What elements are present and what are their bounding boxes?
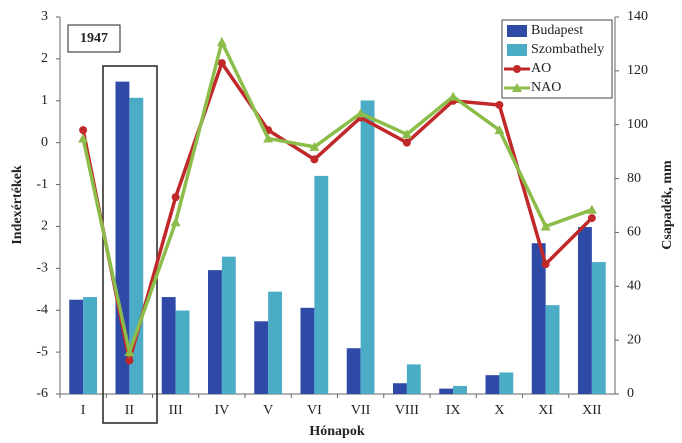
marker <box>309 141 320 151</box>
bar <box>83 297 97 394</box>
marker <box>540 221 551 231</box>
annotation-box <box>67 24 121 53</box>
x-tick-label: VI <box>307 403 322 418</box>
x-axis-title: Hónapok <box>309 424 364 438</box>
legend-label: AO <box>531 61 551 76</box>
bar <box>360 100 375 394</box>
x-tick-label: XI <box>538 403 553 418</box>
y2-tick-label: 20 <box>627 332 641 347</box>
y2-tick-label: 60 <box>627 225 641 240</box>
marker <box>586 204 597 214</box>
marker <box>587 214 596 223</box>
bar <box>439 388 454 394</box>
x-tick-label: I <box>81 403 86 418</box>
marker <box>217 59 226 68</box>
bar <box>453 385 467 394</box>
y-tick-label: 2 <box>41 219 48 234</box>
marker <box>401 129 412 139</box>
x-tick-label: IV <box>214 403 229 418</box>
bar <box>314 175 329 394</box>
bar <box>531 243 546 394</box>
x-tick-label: III <box>169 403 183 418</box>
x-tick-label: IX <box>446 403 461 418</box>
marker <box>78 133 89 143</box>
marker <box>513 65 521 73</box>
bar <box>300 307 315 394</box>
bar <box>545 305 560 394</box>
marker <box>79 126 88 135</box>
y-tick-label: 0 <box>41 135 48 150</box>
y-tick-label: -4 <box>36 302 48 317</box>
annotation: 1947 <box>80 31 108 46</box>
bar <box>221 256 236 394</box>
marker <box>170 217 181 227</box>
marker <box>124 347 135 357</box>
legend-label: Szombathely <box>531 42 604 57</box>
marker <box>495 100 504 109</box>
x-tick-label: VIII <box>395 403 419 418</box>
y2-axis-title: Csapadék, mm <box>660 160 675 250</box>
y2-tick-label: 0 <box>627 386 634 401</box>
bar <box>499 372 514 394</box>
y2-tick-label: 100 <box>627 117 648 132</box>
y2-tick-label: 80 <box>627 171 641 186</box>
bar <box>161 297 176 394</box>
bar <box>208 270 222 394</box>
marker <box>125 356 134 365</box>
marker <box>216 37 227 47</box>
y-tick-label: -3 <box>36 261 48 276</box>
x-tick-label: X <box>494 403 504 418</box>
marker <box>355 108 366 118</box>
marker <box>171 193 180 202</box>
marker <box>448 91 459 101</box>
y-tick-label: 2 <box>41 51 48 66</box>
bar <box>346 348 361 394</box>
x-tick-label: V <box>263 403 273 418</box>
y-tick-label: -5 <box>36 344 48 359</box>
bar <box>69 299 84 394</box>
legend-swatch <box>507 25 527 37</box>
y-tick-label: 3 <box>41 9 48 24</box>
x-tick-label: VII <box>351 403 371 418</box>
bar <box>268 291 282 394</box>
y2-tick-label: 140 <box>627 9 648 24</box>
highlight-box <box>102 65 158 424</box>
y2-tick-label: 120 <box>627 63 648 78</box>
bar <box>393 383 407 394</box>
legend-swatch <box>507 44 527 56</box>
y2-tick-label: 40 <box>627 279 641 294</box>
bar <box>254 321 269 394</box>
marker <box>512 83 522 92</box>
bar <box>485 375 500 394</box>
marker <box>402 138 411 147</box>
y-tick-label: -6 <box>36 386 48 401</box>
x-tick-label: II <box>125 403 135 418</box>
y-axis-title: Indexértékek <box>10 165 25 245</box>
bar <box>591 262 606 394</box>
bar <box>175 310 190 394</box>
x-tick-label: XII <box>582 403 602 418</box>
marker <box>263 133 274 143</box>
bar <box>578 227 592 394</box>
marker <box>494 125 505 135</box>
marker <box>541 260 550 269</box>
bar <box>406 364 421 394</box>
line <box>81 59 594 361</box>
legend-label: NAO <box>531 80 561 95</box>
legend-label: Budapest <box>531 23 583 38</box>
marker <box>310 155 319 164</box>
line <box>81 37 593 359</box>
y-tick-label: -1 <box>36 177 48 192</box>
y-tick-label: 1 <box>41 93 48 108</box>
